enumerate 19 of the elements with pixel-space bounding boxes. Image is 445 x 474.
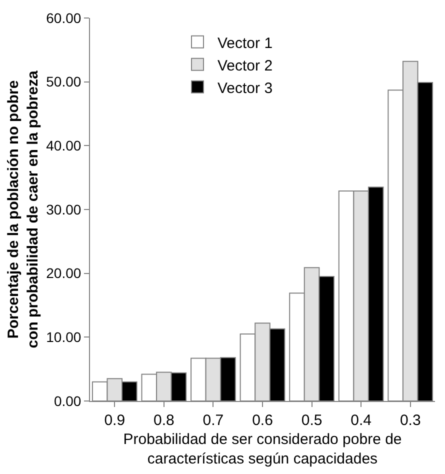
- legend-label: Vector 1: [218, 34, 273, 52]
- x-tick-label: 0.9: [104, 412, 126, 429]
- y-tick-label: 0.00: [54, 392, 82, 409]
- y-tick-label: 50.00: [46, 74, 82, 90]
- x-tick-label: 0.5: [301, 412, 322, 429]
- y-tick-label: 30.00: [46, 201, 82, 218]
- x-tick-label: 0.8: [154, 412, 174, 429]
- x-tick-label: 0.6: [252, 412, 273, 429]
- y-tick-label: 40.00: [46, 138, 82, 154]
- y-axis-title: Porcentaje de la población no pobre con probabilidad de caer en la pobreza: [4, 70, 42, 348]
- legend-label: Vector 3: [218, 80, 273, 97]
- y-tick-label: 10.00: [46, 329, 82, 346]
- x-axis-title: Probabilidad de ser considerado pobre de características según capacidades: [123, 431, 402, 468]
- x-tick-label: 0.7: [202, 412, 224, 429]
- x-tick-label: 0.4: [350, 412, 372, 429]
- legend-label: Vector 2: [218, 57, 273, 74]
- y-tick-label: 60.00: [46, 10, 82, 26]
- x-tick-label: 0.3: [400, 412, 421, 429]
- y-tick-label: 20.00: [46, 265, 82, 282]
